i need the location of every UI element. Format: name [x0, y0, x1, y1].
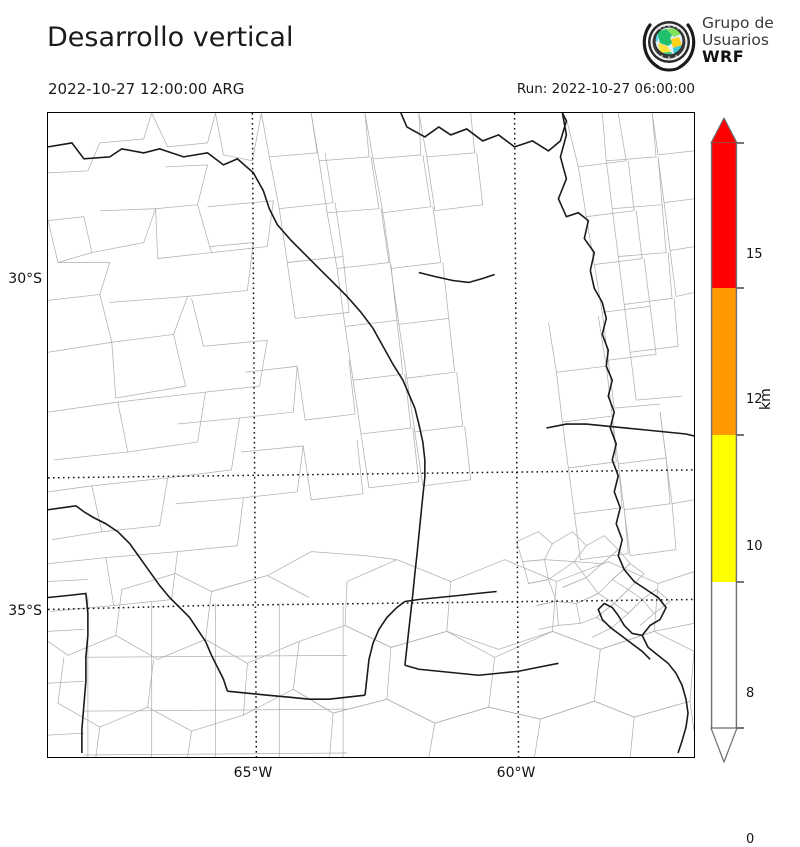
colorbar-gradient [710, 117, 744, 763]
province-boundaries [48, 113, 694, 754]
logo-line-3: WRF [702, 47, 745, 67]
colorbar[interactable]: 15 12 10 8 0 [700, 112, 800, 847]
graticule [48, 113, 694, 757]
department-boundaries [48, 113, 304, 612]
run-time-label: Run: 2022-10-27 06:00:00 [516, 81, 695, 97]
valid-time-label: 2022-10-27 12:00:00 ARG [48, 80, 245, 98]
wrf-globe-seal-icon [642, 21, 696, 72]
colorbar-tick-10: 10 [746, 539, 763, 554]
colorbar-unit-label: km [758, 388, 774, 410]
page-title: Desarrollo vertical [47, 22, 294, 53]
map-geometry [48, 113, 694, 757]
logo-line-1: Grupo de [702, 14, 774, 32]
colorbar-tick-0: 0 [746, 832, 755, 847]
lon-label-60w: 60°W [496, 765, 536, 781]
lat-label-30s: 30°S [8, 271, 42, 287]
lat-label-35s: 35°S [8, 603, 42, 619]
map-panel[interactable] [47, 112, 695, 758]
colorbar-tick-12: 12 [746, 392, 763, 407]
colorbar-tick-15: 15 [746, 247, 763, 262]
colorbar-tick-8: 8 [746, 686, 755, 701]
wrf-user-group-logo: Grupo de Usuarios WRF [640, 13, 798, 75]
logo-line-2: Usuarios [702, 30, 769, 49]
lon-label-65w: 65°W [233, 765, 273, 781]
